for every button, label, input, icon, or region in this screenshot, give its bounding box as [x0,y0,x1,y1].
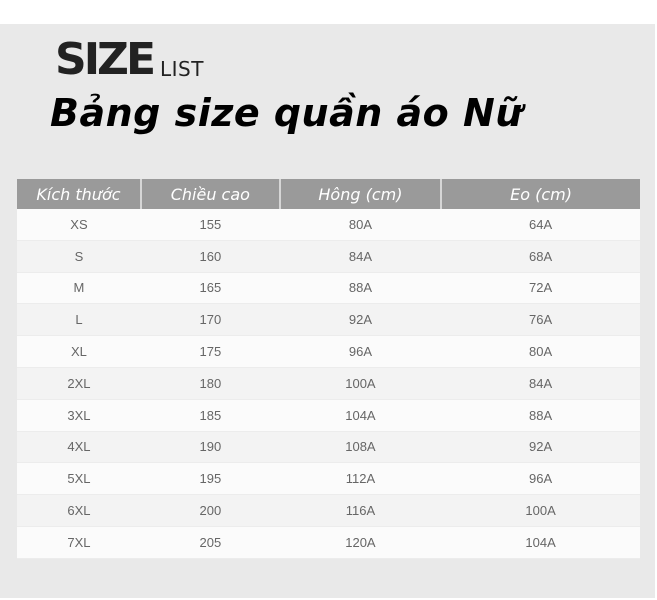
table-cell: 6XL [17,494,141,527]
size-table: Kích thước Chiều cao Hông (cm) Eo (cm) XS 15… [17,179,640,559]
table-cell: 112A [279,462,442,496]
page-title: Bảng size quần áo Nữ [50,91,523,135]
table-cell: 185 [140,399,280,432]
table-cell: 104A [441,526,640,559]
table-cell: 68A [441,240,640,273]
table-cell: 104A [279,399,442,432]
table-cell: 195 [140,462,280,496]
table-cell: S [17,240,141,273]
table-cell: 116A [279,494,442,527]
table-cell: 200 [140,494,280,527]
table-row: XL 175 96A 80A [17,335,640,368]
table-cell: 84A [279,240,442,273]
table-cell: 84A [441,367,640,400]
table-row: S 160 84A 68A [17,240,640,273]
column-header: Kích thước [17,179,142,209]
table-row: 5XL 195 112A 96A [17,462,640,496]
table-cell: 88A [441,399,640,432]
column-header: Chiều cao [140,179,281,209]
table-row: M 165 88A 72A [17,272,640,305]
table-cell: 88A [279,272,442,305]
table-cell: 170 [140,303,280,337]
list-heading: LIST [160,57,204,81]
table-cell: 80A [279,209,442,241]
table-cell: M [17,272,141,305]
table-cell: 5XL [17,462,141,496]
table-row: 2XL 180 100A 84A [17,367,640,400]
table-cell: 100A [441,494,640,527]
table-cell: 80A [441,335,640,368]
table-row: 6XL 200 116A 100A [17,494,640,527]
table-row: 4XL 190 108A 92A [17,431,640,464]
table-row: L 170 92A 76A [17,303,640,337]
table-cell: 190 [140,431,280,464]
column-header: Hông (cm) [279,179,443,209]
table-cell: 160 [140,240,280,273]
table-cell: 108A [279,431,442,464]
table-row: 7XL 205 120A 104A [17,526,640,559]
table-cell: 155 [140,209,280,241]
table-cell: 7XL [17,526,141,559]
table-cell: L [17,303,141,337]
table-cell: XS [17,209,141,241]
table-cell: XL [17,335,141,368]
table-cell: 64A [441,209,640,241]
table-cell: 120A [279,526,442,559]
table-cell: 4XL [17,431,141,464]
table-cell: 96A [279,335,442,368]
column-header: Eo (cm) [441,179,640,209]
table-cell: 76A [441,303,640,337]
table-header-row: Kích thước Chiều cao Hông (cm) Eo (cm) [17,179,640,209]
table-cell: 72A [441,272,640,305]
size-heading: SIZE [55,34,156,85]
table-row: 3XL 185 104A 88A [17,399,640,432]
table-cell: 92A [279,303,442,337]
table-cell: 175 [140,335,280,368]
table-cell: 2XL [17,367,141,400]
table-cell: 100A [279,367,442,400]
table-cell: 205 [140,526,280,559]
table-cell: 92A [441,431,640,464]
table-cell: 96A [441,462,640,496]
table-cell: 180 [140,367,280,400]
table-cell: 165 [140,272,280,305]
table-row: XS 155 80A 64A [17,209,640,241]
table-cell: 3XL [17,399,141,432]
